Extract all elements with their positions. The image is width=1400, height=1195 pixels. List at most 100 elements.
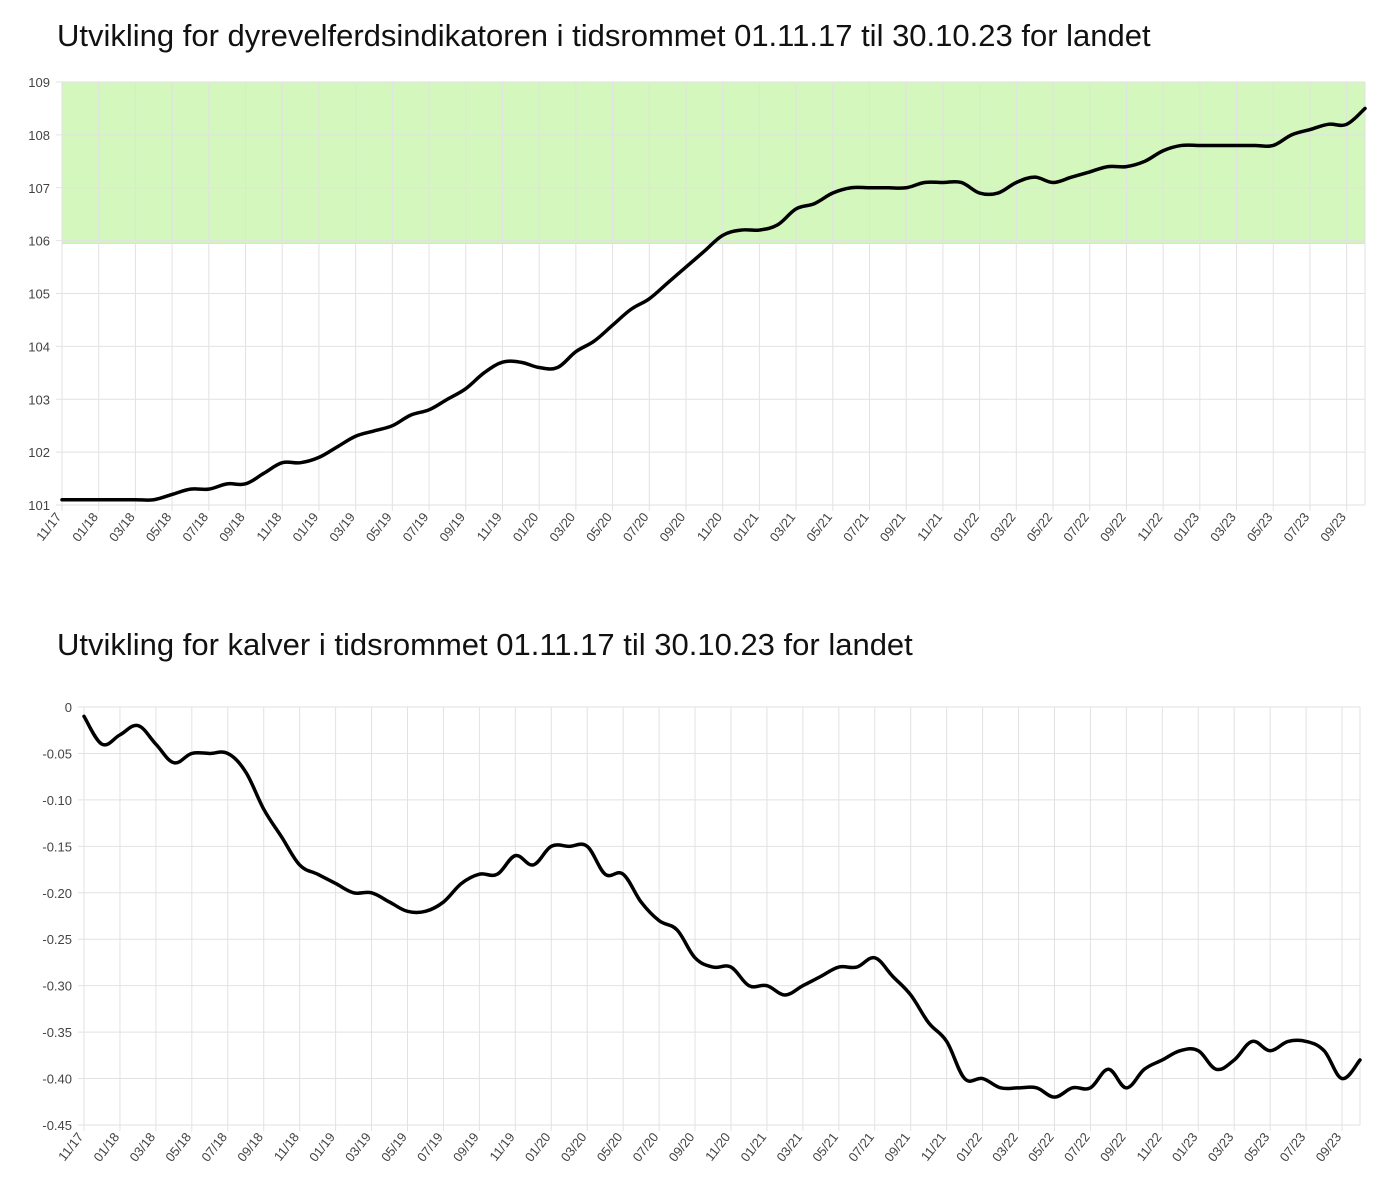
chart-2-data-point: [819, 975, 823, 978]
chart-1-data-point: [886, 186, 890, 189]
chart-1-data-point: [519, 361, 523, 364]
chart-1-x-tick-label: 03/21: [767, 510, 799, 545]
chart-2-data-point: [514, 854, 517, 857]
chart-1-data-point: [1308, 128, 1312, 131]
chart-2-data-point: [945, 1040, 948, 1043]
chart-2-data-point: [154, 742, 158, 746]
chart-1-target-band: [62, 82, 1365, 244]
chart-1-data-point: [1143, 160, 1146, 163]
chart-2-y-tick-label: -0.30: [42, 979, 72, 994]
chart-2-data-point: [424, 910, 427, 913]
chart-2-data-point: [711, 965, 715, 969]
chart-2-data-point: [1268, 1049, 1272, 1052]
chart-1-x-tick-label: 01/21: [730, 510, 762, 545]
chart-1-data-point: [1015, 181, 1018, 184]
chart-2-data-point: [442, 900, 445, 904]
chart-1-x-tick-label: 05/20: [583, 510, 615, 545]
chart-1-data-point: [372, 429, 376, 433]
chart-1-x-tick-label: 03/18: [106, 510, 138, 545]
chart-2-data-point: [262, 807, 265, 811]
chart-1-x-tick-label: 11/17: [33, 510, 64, 544]
chart-2-data-point: [1017, 1086, 1020, 1090]
chart-1-y-tick-label: 102: [28, 445, 50, 460]
chart-2-x-tick-label: 05/18: [162, 1130, 194, 1165]
chart-1-data-point: [134, 498, 137, 501]
chart-2-data-point: [172, 761, 176, 764]
chart-1-data-point: [225, 482, 229, 486]
chart-2-x-tick-label: 03/21: [773, 1130, 805, 1165]
chart-2-data-points: [82, 715, 1362, 1099]
chart-1-data-point: [1051, 181, 1055, 184]
chart-1-y-tick-label: 103: [28, 392, 50, 407]
chart-2-x-tick-label: 07/18: [198, 1130, 230, 1165]
chart-2-data-point: [550, 845, 553, 848]
chart-2-x-tick-label: 01/19: [306, 1130, 338, 1165]
chart-1-x-tick-label: 01/23: [1170, 510, 1202, 545]
chart-2-data-point: [586, 845, 589, 848]
chart-2-x-tick-label: 03/22: [989, 1130, 1021, 1165]
chart-2-x-tick-label: 01/22: [953, 1130, 985, 1165]
chart-2-data-point: [478, 873, 481, 876]
chart-1-data-point: [923, 181, 926, 184]
chart-2-x-tick-label: 05/19: [378, 1130, 410, 1165]
chart-2-data-point: [1322, 1049, 1326, 1052]
chart-2-data-point: [226, 752, 229, 755]
chart-2-data-point: [244, 770, 247, 774]
chart-1-data-point: [189, 487, 192, 491]
chart-1-data-point: [244, 482, 247, 486]
chart-1-x-tick-label: 11/20: [694, 510, 725, 544]
chart-1-x-tick-label: 03/20: [546, 510, 578, 545]
chart-2-data-point: [1304, 1040, 1308, 1043]
chart-2-data-point: [855, 965, 858, 969]
chart-1-data-point: [170, 493, 174, 496]
chart-1-data-point: [1106, 165, 1110, 168]
chart-2-data-point: [280, 835, 283, 839]
chart-1-x-tick-label: 07/18: [179, 510, 211, 545]
chart-2-x-tick-label: 11/22: [1133, 1130, 1164, 1164]
chart-1-title: Utvikling for dyrevelferdsindikatoren i …: [57, 18, 1151, 53]
chart-1-y-tick-label: 105: [28, 287, 50, 302]
chart-2-data-point: [532, 863, 535, 867]
chart-1-data-point: [79, 498, 82, 501]
chart-1-data-point: [831, 191, 834, 195]
chart-2-x-tick-label: 09/18: [234, 1130, 266, 1165]
chart-2-data-point: [909, 993, 912, 997]
chart-2-y-tick-label: 0: [65, 700, 72, 715]
chart-2-y-tick-label: -0.15: [42, 839, 72, 854]
chart-1-data-point: [1180, 144, 1183, 147]
chart-2-x-tick-label: 05/23: [1241, 1130, 1273, 1165]
chart-2-data-point: [406, 910, 409, 913]
chart-2-x-tick-label: 05/22: [1025, 1130, 1057, 1165]
chart-2-y-tick-label: -0.35: [42, 1025, 72, 1040]
chart-1-data-point: [482, 371, 486, 375]
chart-1-data-point: [593, 339, 596, 343]
chart-2-data-point: [352, 891, 355, 894]
chart-1-x-tick-label: 03/23: [1207, 510, 1239, 545]
chart-2-x-tick-label: 09/22: [1097, 1130, 1129, 1165]
chart-1-data-point: [299, 461, 302, 464]
chart-2-x-tick-label: 09/21: [881, 1130, 913, 1165]
chart-2-x-tick-label: 09/19: [450, 1130, 482, 1165]
chart-2-data-point: [657, 919, 661, 922]
chart-1-x-tick-label: 11/22: [1134, 510, 1165, 544]
chart-1-x-tick-label: 09/20: [656, 510, 688, 545]
chart-1-data-point: [409, 413, 412, 417]
chart-2-y-tick-label: -0.05: [42, 746, 72, 761]
chart-2-y-tick-label: -0.45: [42, 1118, 72, 1133]
chart-1-data-point: [904, 186, 908, 189]
chart-1-data-point: [1070, 175, 1073, 179]
chart-1-data-point: [1088, 170, 1091, 174]
chart-2-data-point: [891, 975, 894, 978]
chart-2-x-tick-label: 07/23: [1277, 1130, 1309, 1165]
chart-2-data-point: [100, 742, 104, 746]
chart-2-data-point: [496, 873, 499, 876]
chart-2-x-tick-label: 01/23: [1169, 1130, 1201, 1165]
chart-2-data-point: [1143, 1068, 1146, 1071]
chart-1-x-tick-label: 03/22: [987, 510, 1019, 545]
chart-2-data-point: [765, 984, 769, 987]
chart-1-series-line: [60, 106, 1367, 502]
chart-1-x-tick-label: 07/21: [840, 510, 872, 545]
chart-1-data-point: [629, 308, 633, 311]
chart-2-series-line: [82, 714, 1362, 1099]
chart-2-data-point: [1215, 1068, 1218, 1071]
